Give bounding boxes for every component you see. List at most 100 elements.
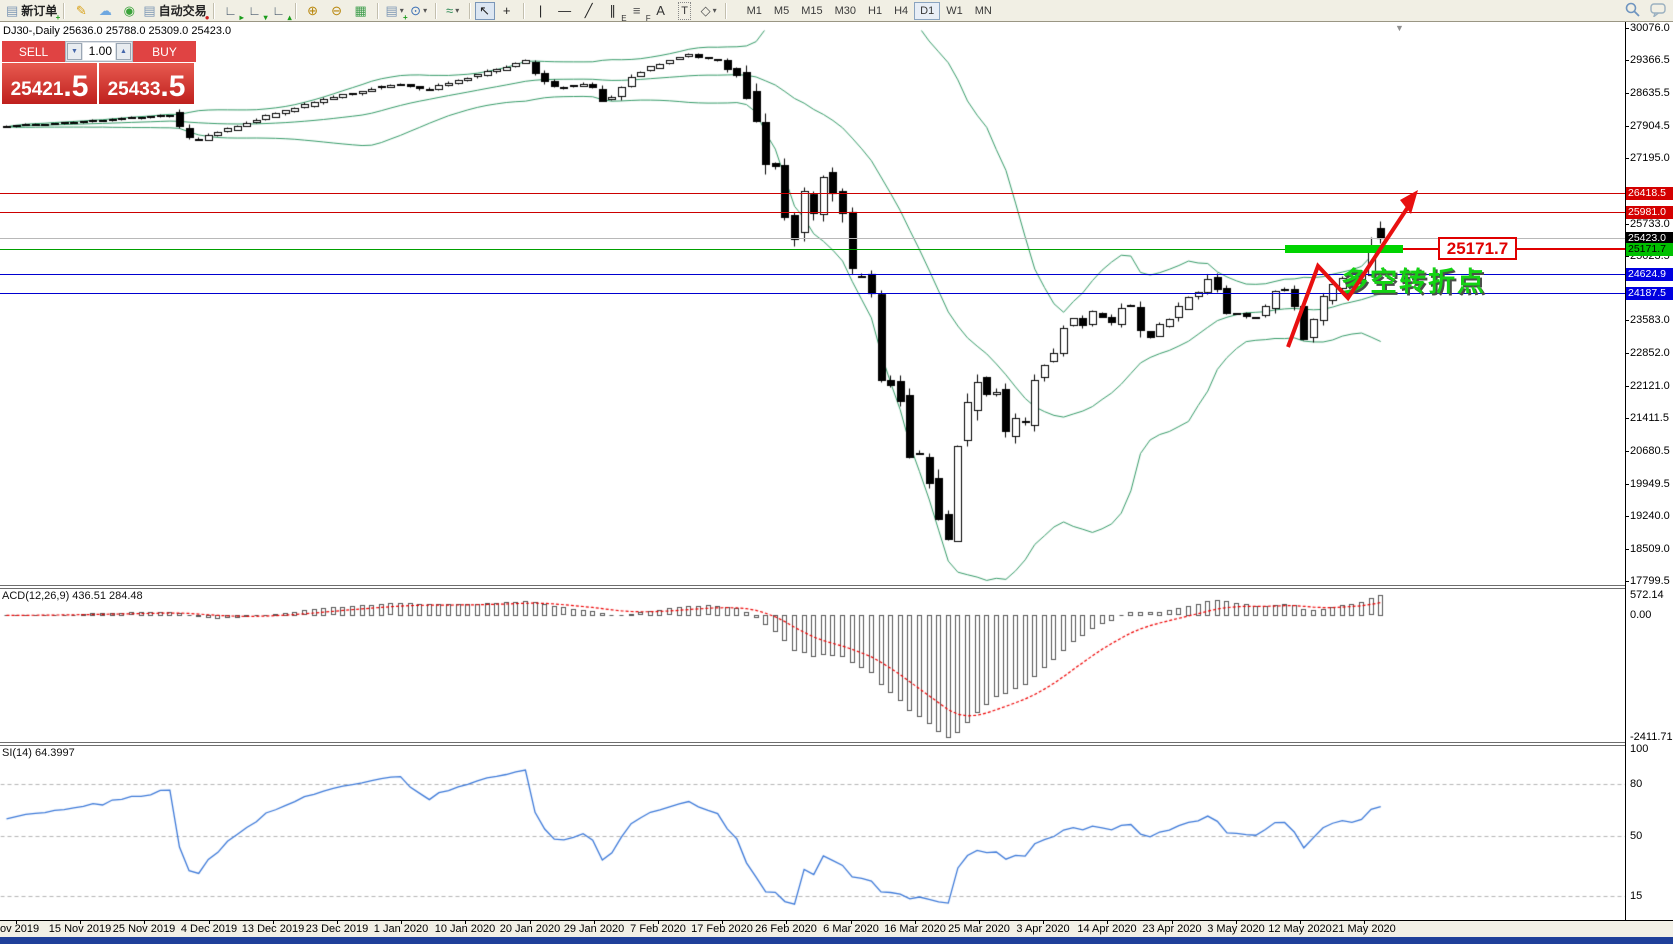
chart-shift-end-icon: ∟ [224,2,237,18]
period-clock-button: ⊙ [410,2,422,18]
chart-shift-marker-icon[interactable]: ▼ [1395,23,1404,33]
pane-separator[interactable] [0,745,1625,746]
fibonacci-button[interactable]: ≡ F [632,2,651,23]
chart-shift-end-icon[interactable]: ∟ ▸ [224,2,244,22]
toolbar: ▤ + 新订单 ✎ ☁ ◉ ▤ ● 自动交易 ∟ ▸ ∟ ▾ ∟ ▴ ⊕ ⊖ ▦ ▤ + ▾ ⊙ ▾ ≈ ▾ ↖ + | — ╱ ∥ E ≡ F A… [0,0,1673,23]
timeframe-m5[interactable]: M5 [773,4,790,17]
timeframe-m15[interactable]: M15 [801,4,823,17]
date-tick-mark [722,920,723,924]
sell-button[interactable]: SELL [2,41,65,62]
volume-increase-button[interactable]: ▲ [116,43,131,60]
zoom-out-icon: ⊖ [331,2,343,18]
signals-icon[interactable]: ◉ [117,2,141,20]
price-tick-mark [1625,60,1629,61]
crosshair-button: + [502,2,511,18]
date-tick-label: ov 2019 [0,923,40,935]
timeframe-m1[interactable]: M1 [746,4,762,17]
text-label-button: T [678,1,691,20]
toolbar-separator [294,2,297,19]
horizontal-level-line-24624.9[interactable] [0,274,1625,275]
cursor-button[interactable]: ↖ [474,1,495,20]
price-tick-label: 30076.0 [1630,22,1670,34]
trendline-button[interactable]: ╱ [577,2,601,20]
date-tick-label: 25 Mar 2020 [948,923,1010,935]
date-tick-mark [209,920,210,924]
horizontal-line-button[interactable]: — [553,2,577,20]
vertical-line-button[interactable]: | [529,2,553,20]
buy-button[interactable]: BUY [133,41,196,62]
period-clock-button[interactable]: ⊙ ▾ [410,2,428,18]
autotrading-button[interactable]: ▤ ● 自动交易 [143,2,210,22]
horizontal-level-line-25423.0[interactable] [0,238,1625,239]
price-tick-mark [1625,28,1629,29]
date-tick-label: 29 Jan 2020 [563,923,625,935]
search-icon[interactable] [1625,2,1640,17]
horizontal-level-line-26418.5[interactable] [0,193,1625,194]
timeframe-mn[interactable]: MN [974,4,992,17]
price-tick-label: 25733.0 [1630,218,1670,230]
price-tick-label: 21411.5 [1630,412,1669,424]
toolbar-items: ▤ + 新订单 ✎ ☁ ◉ ▤ ● 自动交易 ∟ ▸ ∟ ▾ ∟ ▴ ⊕ ⊖ ▦ ▤ + ▾ ⊙ ▾ ≈ ▾ ↖ + | — ╱ ∥ E ≡ F A… [4,1,731,23]
new-order-button[interactable]: ▤ + 新订单 [6,2,61,22]
macd-indicator-label: ACD(12,26,9) 436.51 284.48 [2,590,143,602]
timeframe-w1[interactable]: W1 [946,4,963,17]
date-tick-label: 3 May 2020 [1207,923,1265,935]
price-tick-mark [1625,484,1629,485]
chart-shift-icon[interactable]: ∟ ▾ [248,2,268,22]
price-tick-mark [1625,386,1629,387]
horizontal-level-line-25981.0[interactable] [0,212,1625,213]
timeframe-d1[interactable]: D1 [914,1,941,20]
date-tick-label: 10 Jan 2020 [434,923,496,935]
up-arrow[interactable] [1180,180,1440,365]
timeframe-m30[interactable]: M30 [834,4,856,17]
volume-stepper[interactable]: ▼ 1.00 ▲ [65,41,133,62]
price-axis-border [1625,22,1626,920]
toolbar-separator [522,2,525,19]
indicators-button[interactable]: ≈ ▾ [446,2,460,18]
date-tick-label: 20 Jan 2020 [499,923,561,935]
timeframe-h4[interactable]: H4 [894,4,909,17]
trendline-button: ╱ [584,2,593,18]
horizontal-level-line-24187.5[interactable] [0,293,1625,294]
equidistant-channel-button[interactable]: ∥ E [609,2,627,23]
volume-value[interactable]: 1.00 [83,43,115,60]
rsi-indicator-label: SI(14) 64.3997 [2,747,75,759]
horizontal-level-line-25171.7[interactable] [0,249,1625,250]
chat-icon[interactable] [1650,2,1667,17]
pane-separator[interactable] [0,585,1625,586]
date-tick-mark [1107,920,1108,924]
arrows-button: ◇ [700,2,711,18]
date-tick-mark [465,920,466,924]
text-label-button[interactable]: T [673,1,697,20]
date-tick-label: 1 Jan 2020 [373,923,429,935]
timeframe-h1[interactable]: H1 [868,4,883,17]
buy-price[interactable]: 25433 .5 [99,63,194,104]
support-highlight-band[interactable] [1285,245,1403,253]
tile-windows-icon[interactable]: ▦ [349,2,373,20]
sell-price[interactable]: 25421 .5 [2,63,97,104]
data-cloud-icon[interactable]: ☁ [93,2,117,20]
chart-autoscroll-icon[interactable]: ∟ ▴ [272,2,292,22]
pane-separator[interactable] [0,742,1625,743]
pane-separator[interactable] [0,588,1625,589]
zoom-out-icon[interactable]: ⊖ [325,2,349,20]
crosshair-button[interactable]: + [495,2,519,20]
arrows-button[interactable]: ◇ ▾ [700,2,717,18]
price-tick-label: 19240.0 [1630,510,1670,522]
tile-windows-icon: ▦ [354,2,367,18]
date-tick-mark [80,920,81,924]
zoom-in-icon[interactable]: ⊕ [301,2,325,20]
crayon-icon[interactable]: ✎ [69,2,93,20]
data-cloud-icon: ☁ [98,2,112,18]
volume-decrease-button[interactable]: ▼ [67,43,82,60]
price-callout[interactable]: 25171.7 [1438,237,1517,260]
price-badge-25423.0: 25423.0 [1626,232,1673,245]
text-button[interactable]: A [649,2,673,20]
chart-bottom-border [0,920,1673,921]
price-tick-label: 27195.0 [1630,152,1670,164]
date-axis[interactable] [0,921,1673,937]
price-tick-label: 20680.5 [1630,445,1670,457]
new-chart-button[interactable]: ▤ + ▾ [385,2,408,22]
